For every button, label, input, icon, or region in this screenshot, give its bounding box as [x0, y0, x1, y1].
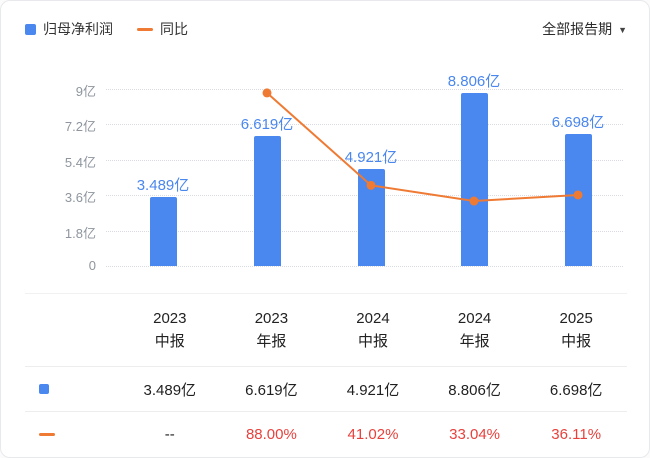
y-axis-tick: 9亿	[75, 84, 96, 99]
table-cell: 36.11%	[551, 425, 602, 443]
legend-label-profit: 归母净利润	[43, 21, 113, 37]
profit-bar[interactable]	[564, 134, 592, 266]
bar-series-swatch-icon	[25, 23, 36, 35]
legend: 归母净利润 同比	[25, 19, 188, 39]
report-period-dropdown[interactable]: 全部报告期 ▼	[542, 19, 627, 39]
table-header-cell: 2025 中报	[559, 310, 593, 350]
table-cell: 8.806亿	[448, 381, 501, 399]
bar-value-label: 6.698亿	[551, 114, 605, 132]
bar-value-label: 3.489亿	[136, 177, 190, 195]
gridline	[106, 159, 623, 161]
bar-value-label: 8.806亿	[447, 72, 501, 90]
gridline	[106, 124, 623, 126]
bar-series-swatch-icon	[39, 384, 49, 394]
legend-item-yoy: 同比	[137, 19, 188, 39]
gridline	[106, 89, 623, 90]
table-row-profit: 3.489亿 6.619亿 4.921亿 8.806亿 6.698亿	[25, 367, 627, 412]
table-cell: 33.04%	[449, 425, 501, 443]
table-header-cell: 2023 年报	[254, 310, 289, 350]
data-table: 2023 中报 2023 年报 2024 中报 2024 年报 2025 中报 3.489亿 6.6…	[25, 293, 627, 456]
table-header-cell: 2024 中报	[356, 310, 390, 350]
table-cell: 88.00%	[245, 425, 297, 443]
y-axis-tick: 7.2亿	[64, 119, 96, 135]
table-cell: 41.02%	[347, 425, 399, 443]
profit-bar[interactable]	[253, 135, 281, 266]
table-header-cell: 2024 年报	[457, 310, 492, 350]
line-series-swatch-icon	[137, 27, 153, 31]
yoy-line-marker[interactable]	[469, 196, 479, 206]
caret-down-icon: ▼	[618, 25, 627, 35]
yoy-line-marker[interactable]	[262, 88, 272, 98]
table-cell: --	[164, 425, 175, 443]
table-row-yoy: -- 88.00% 41.02% 33.04% 36.11%	[25, 412, 627, 456]
yoy-line	[266, 92, 579, 203]
row-icon-cell	[25, 432, 119, 436]
table-header-row: 2023 中报 2023 年报 2024 中报 2024 年报 2025 中报	[25, 293, 627, 367]
yoy-line-chart	[262, 88, 583, 206]
table-cell: 6.698亿	[549, 381, 603, 399]
y-axis-tick: 3.6亿	[64, 190, 96, 206]
row-icon-cell	[25, 384, 119, 394]
yoy-line-marker[interactable]	[573, 190, 583, 200]
bar-value-label: 6.619亿	[240, 115, 294, 133]
report-period-label: 全部报告期	[542, 21, 613, 37]
chart-area: 9亿 7.2亿 5.4亿 3.6亿 1.8亿 0 3.489亿 6.619亿 4.921亿 8.8…	[1, 1, 649, 291]
profit-bar[interactable]	[460, 92, 488, 266]
y-axis-tick: 1.8亿	[64, 225, 96, 241]
legend-label-yoy: 同比	[160, 21, 188, 37]
y-axis-tick: 0	[88, 258, 96, 273]
table-cell: 4.921亿	[346, 381, 400, 399]
table-cell: 6.619亿	[245, 381, 298, 399]
line-series-swatch-icon	[39, 432, 55, 436]
yoy-line-marker[interactable]	[366, 180, 376, 190]
bar-value-label: 4.921亿	[344, 149, 398, 167]
profit-bar[interactable]	[149, 197, 177, 266]
table-header-cell: 2023 中报	[153, 310, 187, 350]
gridline	[106, 266, 623, 267]
table-cell: 3.489亿	[143, 381, 197, 399]
y-axis-tick: 5.4亿	[64, 154, 96, 170]
legend-item-profit: 归母净利润	[25, 19, 113, 39]
